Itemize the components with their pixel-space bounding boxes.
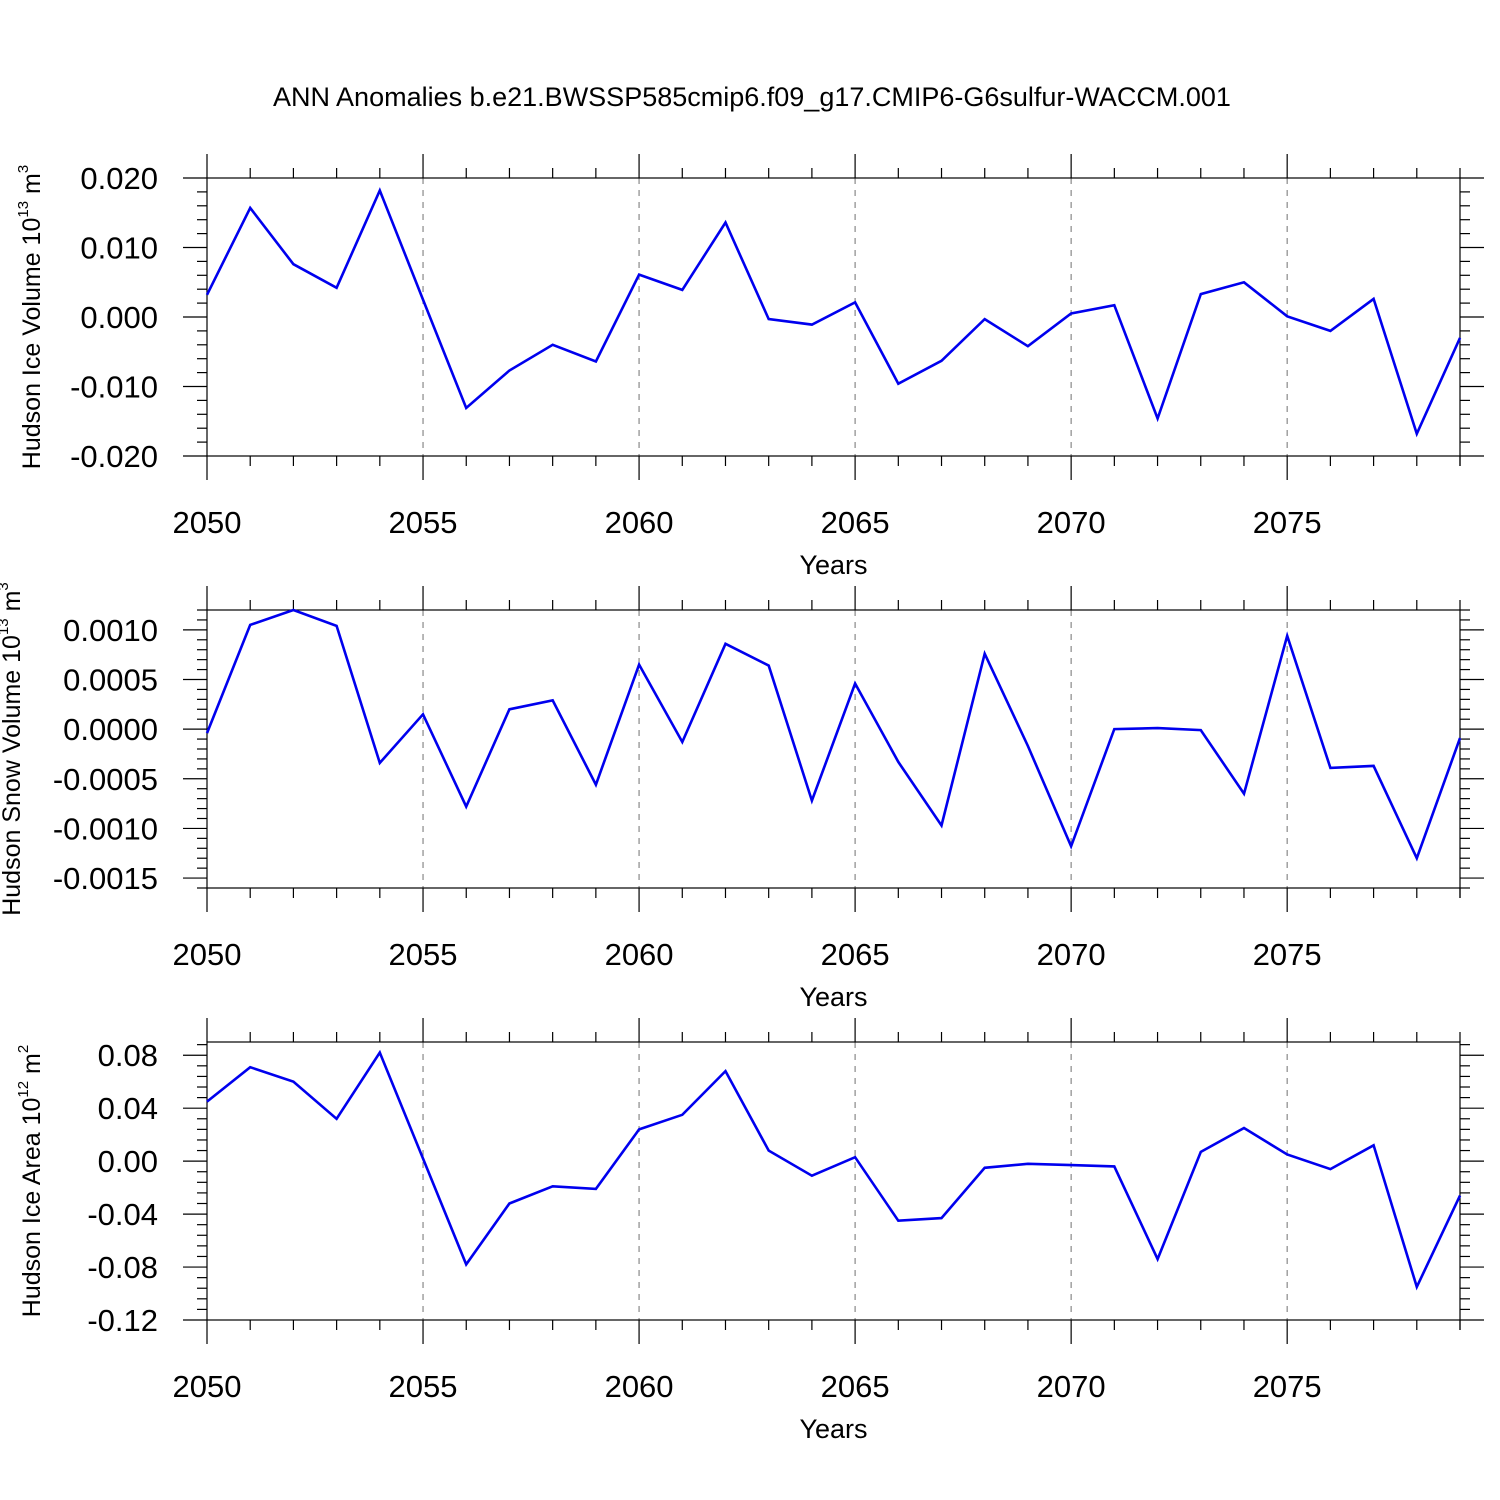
y-axis-label-text: Hudson Snow Volume 10 — [0, 635, 26, 916]
x-tick-label: 2050 — [173, 937, 242, 972]
y-axis-label-text: Hudson Ice Volume 10 — [18, 218, 46, 470]
y-axis-label: Hudson Ice Volume 1013 m3 — [15, 165, 46, 469]
y-tick-label: -0.0010 — [53, 811, 158, 846]
y-axis-label-exponent: 12 — [15, 1081, 32, 1098]
x-tick-label: 2055 — [389, 505, 458, 540]
y-axis-label-exponent: 13 — [15, 201, 32, 218]
plot-frame — [206, 609, 1461, 889]
panels: 2050 2055 2060 2065 2070 2075 0.020 0.010 0.000 -… — [0, 154, 1484, 1444]
y-tick-label: -0.0005 — [53, 762, 158, 797]
x-tick-label: 2065 — [821, 1369, 890, 1404]
series-line — [205, 187, 1462, 438]
y-axis-label-exponent: 13 — [0, 618, 12, 635]
y-axis-label-unit: m — [0, 591, 26, 619]
y-axis-label: Hudson Ice Area 1012 m2 — [15, 1045, 46, 1317]
plot-frame — [206, 1041, 1461, 1321]
x-tick-label: 2060 — [605, 505, 674, 540]
y-tick-label: -0.020 — [70, 439, 158, 474]
plot-frame — [206, 177, 1461, 457]
y-tick-label: 0.0010 — [63, 613, 158, 648]
x-tick-label: 2075 — [1253, 1369, 1322, 1404]
y-axis-label-unit: m — [18, 1053, 46, 1081]
y-tick-label: 0.0005 — [63, 663, 158, 698]
x-tick-label: 2065 — [821, 937, 890, 972]
y-tick-label: 0.0000 — [63, 712, 158, 747]
x-tick-label: 2070 — [1037, 505, 1106, 540]
y-axis-label-text: Hudson Ice Area 10 — [18, 1098, 46, 1318]
x-tick-label: 2050 — [173, 1369, 242, 1404]
y-axis-label-unit-exponent: 3 — [0, 582, 12, 590]
y-tick-label: 0.010 — [80, 231, 158, 266]
y-tick-label: -0.04 — [87, 1197, 158, 1232]
y-tick-label: -0.010 — [70, 370, 158, 405]
y-axis-label-unit-exponent: 2 — [15, 1045, 32, 1053]
x-tick-label: 2075 — [1253, 505, 1322, 540]
x-tick-label: 2070 — [1037, 937, 1106, 972]
x-axis-label: Years — [799, 982, 867, 1012]
y-tick-label: -0.0015 — [53, 861, 158, 896]
chart-title: ANN Anomalies b.e21.BWSSP585cmip6.f09_g1… — [273, 82, 1231, 112]
series-line — [206, 1049, 1462, 1291]
x-tick-label: 2060 — [605, 937, 674, 972]
y-tick-label: 0.020 — [80, 161, 158, 196]
y-tick-label: 0.08 — [98, 1038, 158, 1073]
x-tick-label: 2075 — [1253, 937, 1322, 972]
y-axis-label-unit-exponent: 3 — [15, 165, 32, 173]
y-tick-label: -0.08 — [87, 1250, 158, 1285]
x-tick-label: 2070 — [1037, 1369, 1106, 1404]
y-axis-label: Hudson Snow Volume 1013 m3 — [0, 582, 26, 916]
x-tick-label: 2060 — [605, 1369, 674, 1404]
panel-2: 2050 2055 2060 2065 2070 2075 0.0010 0.0005 0.00… — [0, 582, 1484, 1012]
series-line — [205, 608, 1462, 862]
y-tick-label: -0.12 — [87, 1303, 158, 1338]
x-tick-label: 2055 — [389, 1369, 458, 1404]
x-tick-label: 2065 — [821, 505, 890, 540]
y-tick-label: 0.000 — [80, 300, 158, 335]
x-tick-label: 2050 — [173, 505, 242, 540]
y-tick-label: 0.04 — [98, 1091, 158, 1126]
x-axis-label: Years — [799, 550, 867, 580]
panel-3: 2050 2055 2060 2065 2070 2075 0.08 0.04 0.00 -0.0… — [15, 1018, 1484, 1444]
y-axis-label-unit: m — [18, 173, 46, 201]
panel-1: 2050 2055 2060 2065 2070 2075 0.020 0.010 0.000 -… — [15, 154, 1484, 580]
x-tick-label: 2055 — [389, 937, 458, 972]
x-axis-label: Years — [799, 1414, 867, 1444]
y-tick-label: 0.00 — [98, 1144, 158, 1179]
